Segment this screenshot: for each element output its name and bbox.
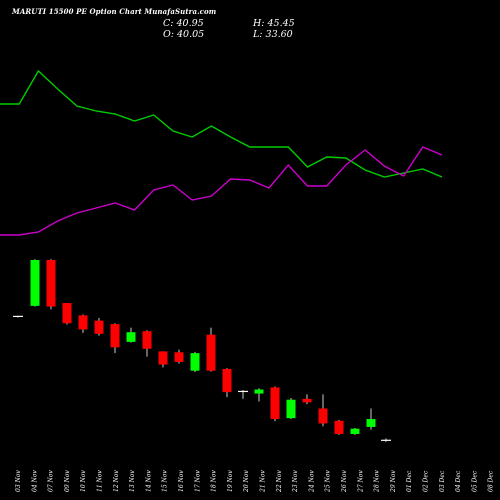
x-axis-tick-label: 28 Nov (374, 470, 381, 493)
x-axis-tick-label: 16 Nov (178, 470, 185, 492)
candle-body (286, 399, 296, 419)
x-axis-tick-label: 04 Nov (31, 470, 38, 492)
candle-body (110, 324, 120, 348)
candle-body (366, 419, 376, 427)
low-value: L: 33.60 (253, 29, 293, 40)
x-axis-tick-label: 26 Nov (341, 470, 348, 493)
candle-body (78, 315, 88, 330)
candle-body (46, 260, 56, 307)
candle-body (94, 320, 104, 334)
close-value: C: 40.95 (163, 18, 204, 29)
x-axis-tick-label: 27 Nov (357, 470, 364, 493)
x-axis-tick-label: 12 Nov (113, 470, 120, 492)
open-value: O: 40.05 (163, 29, 205, 40)
candle-body (254, 389, 264, 394)
high-value: H: 45.45 (253, 18, 295, 29)
chart-title: MARUTI 15500 PE Option Chart MunafaSutra… (12, 7, 217, 16)
magenta-indicator-line (0, 146, 443, 236)
x-axis-tick-label: 22 Nov (276, 470, 283, 493)
x-axis-tick-label: 05 Dec (471, 470, 478, 492)
x-axis-tick-label: 14 Nov (145, 470, 152, 492)
x-axis-tick-label: 17 Nov (194, 470, 201, 492)
x-axis-tick-label: 01 Dec (406, 470, 413, 492)
x-axis-tick-label: 13 Nov (129, 470, 136, 492)
candle-body (318, 408, 328, 424)
x-axis-tick-label: 09 Nov (64, 470, 71, 492)
candle-body (126, 332, 136, 342)
x-axis-tick-label: 18 Nov (211, 470, 218, 492)
x-axis-tick-label: 03 Nov (15, 470, 22, 492)
x-axis-tick-label: 08 Dec (488, 470, 495, 492)
candle-body (158, 351, 168, 365)
candle-body (334, 420, 344, 434)
candle-body (174, 352, 184, 362)
candle-body (142, 331, 152, 349)
x-axis-tick-label: 23 Nov (292, 470, 299, 493)
x-axis-tick-label: 11 Nov (97, 470, 104, 492)
candle-body (350, 428, 360, 434)
x-axis-tick-label: 04 Dec (455, 470, 462, 492)
green-indicator-line (0, 69, 443, 178)
candle-body (222, 368, 232, 393)
x-axis-tick-label: 21 Nov (260, 470, 267, 493)
candle-body (206, 334, 216, 371)
x-axis-tick-label: 20 Nov (243, 470, 250, 493)
x-axis-tick-label: 07 Nov (48, 470, 55, 492)
candle-body (302, 398, 312, 403)
x-axis-tick-label: 25 Nov (325, 470, 332, 493)
x-axis-tick-label: 03 Dec (439, 470, 446, 492)
candle-body (62, 303, 72, 324)
candle-body (270, 387, 280, 420)
x-axis-tick-label: 29 Nov (390, 470, 397, 493)
candle-body (190, 353, 200, 371)
x-axis-tick-label: 24 Nov (308, 470, 315, 493)
candle-body (30, 260, 40, 306)
x-axis-tick-label: 02 Dec (423, 470, 430, 492)
x-axis-tick-label: 15 Nov (162, 470, 169, 492)
x-axis-tick-label: 10 Nov (80, 470, 87, 492)
x-axis-tick-label: 19 Nov (227, 470, 234, 492)
